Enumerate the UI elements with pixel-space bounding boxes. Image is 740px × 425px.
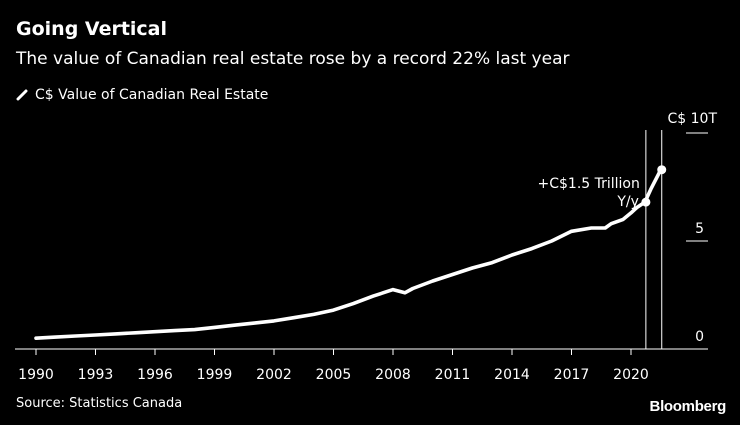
legend-line-icon (16, 89, 28, 101)
x-tick-label: 2014 (494, 367, 530, 383)
x-tick-label: 2008 (375, 367, 411, 383)
series-line-real-estate-value (34, 167, 663, 340)
x-tick-label: 2005 (316, 367, 352, 383)
x-tick-label: 1990 (18, 367, 54, 383)
annotation-yoy-change: +C$1.5 Trillion (538, 176, 640, 192)
series-marker (641, 197, 651, 207)
legend-line-swatch (16, 89, 28, 101)
y-tick-label: 5 (695, 221, 704, 237)
chart-title: Going Vertical (16, 18, 168, 40)
y-tick-label: C$ 10T (668, 111, 718, 127)
x-tick-label: 2020 (613, 367, 649, 383)
x-axis-ticks: 1990 1993 1996 1999 2002 2005 2008 2011 2014 2017… (18, 349, 649, 383)
legend-label: C$ Value of Canadian Real Estate (35, 87, 269, 103)
y-tick-label: 0 (695, 329, 704, 345)
chart-subtitle: The value of Canadian real estate rose b… (16, 49, 570, 69)
x-tick-label: 2011 (435, 367, 471, 383)
annotation-yoy-label: Y/y (616, 194, 639, 210)
y-axis-ticks: 0 5 C$ 10T (668, 111, 718, 345)
bloomberg-logo: Bloomberg (649, 398, 727, 415)
series-marker (657, 165, 667, 175)
gridlines (686, 132, 708, 242)
x-tick-label: 2002 (256, 367, 292, 383)
x-tick-label: 1999 (197, 367, 233, 383)
x-tick-label: 1993 (78, 367, 114, 383)
series-markers (641, 165, 667, 207)
source-note: Source: Statistics Canada (16, 396, 183, 411)
legend: C$ Value of Canadian Real Estate (16, 87, 268, 103)
reference-lines (645, 130, 663, 349)
x-tick-label: 1996 (137, 367, 173, 383)
x-tick-label: 2017 (554, 367, 590, 383)
